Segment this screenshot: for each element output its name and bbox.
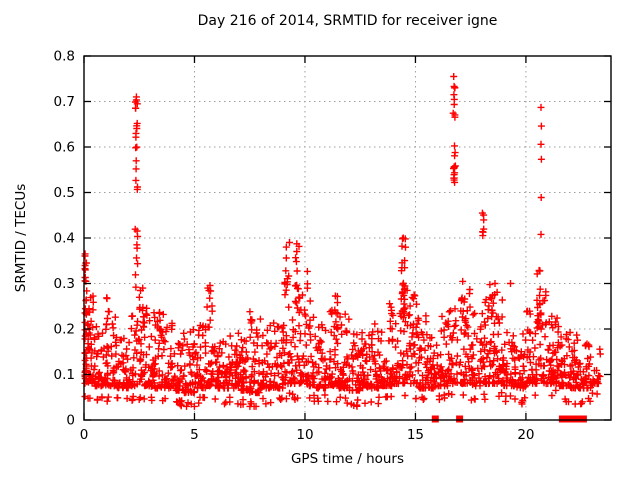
svg-text:0.3: 0.3 — [54, 276, 75, 292]
svg-text:20: 20 — [517, 427, 534, 443]
svg-text:0.6: 0.6 — [54, 140, 75, 156]
chart-title: Day 216 of 2014, SRMTID for receiver ign… — [197, 13, 498, 29]
tick-marks — [83, 55, 611, 421]
zero-markers — [431, 415, 587, 423]
svg-text:0.8: 0.8 — [54, 49, 75, 65]
grid-lines — [84, 56, 611, 420]
svg-text:0.2: 0.2 — [54, 322, 75, 338]
x-axis-label: GPS time / hours — [290, 451, 405, 467]
svg-text:0: 0 — [80, 427, 89, 443]
svg-text:0.7: 0.7 — [54, 94, 75, 110]
svg-text:10: 10 — [296, 427, 313, 443]
tick-labels: 0 5 10 15 20 0 0.1 0.2 0.3 0.4 0.5 0.6 0.7 0.8 — [54, 49, 535, 444]
svg-text:0.5: 0.5 — [54, 185, 75, 201]
svg-text:0.1: 0.1 — [54, 367, 75, 383]
svg-text:0: 0 — [66, 413, 75, 429]
svg-text:15: 15 — [407, 427, 424, 443]
svg-text:5: 5 — [190, 427, 199, 443]
svg-text:0.4: 0.4 — [54, 231, 75, 247]
scatter-points — [81, 73, 604, 410]
